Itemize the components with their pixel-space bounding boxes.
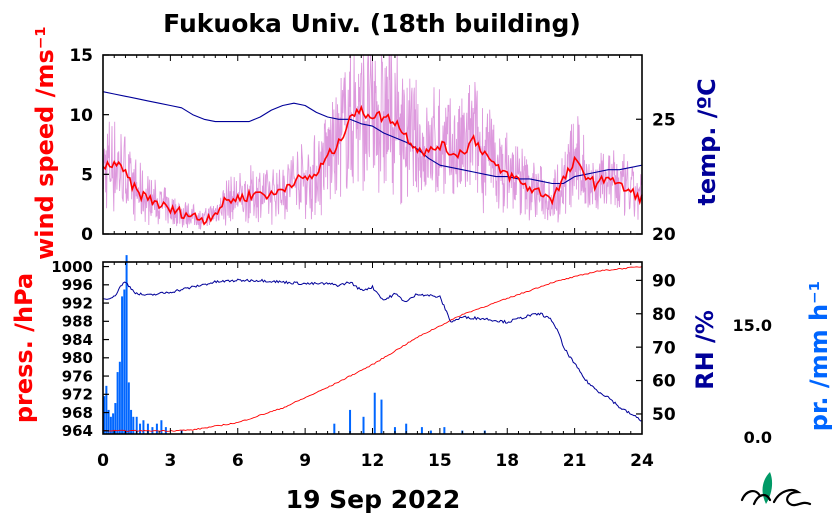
rh-axis-tick-label: 60 [652, 372, 676, 392]
pressure-axis-tick-label: 980 [62, 349, 93, 367]
precip-bar [123, 289, 126, 434]
precip-bar [127, 382, 130, 434]
wind-raw-line [102, 54, 643, 230]
pressure-axis-tick-label: 988 [62, 313, 93, 331]
precip-bar [116, 372, 119, 434]
top-panel: 0 5 10 15 20 25 [69, 46, 676, 245]
pressure-axis-tick-label: 1000 [51, 258, 93, 276]
precip-bar [155, 423, 158, 434]
pressure-line [102, 266, 643, 432]
precip-bar [164, 427, 167, 434]
x-tick-label: 15 [428, 451, 452, 471]
precip-bar [349, 409, 352, 434]
wind-axis-tick-label: 10 [69, 106, 93, 126]
bottom-panel: 1000996992988984980976972968964908070605… [51, 255, 772, 471]
temperature-axis-label: temp. /ºC [693, 78, 721, 205]
temp-axis-tick-label: 25 [652, 110, 676, 130]
precip-bar [135, 416, 138, 434]
pressure-axis-tick-label: 972 [62, 386, 93, 404]
precip-bar [443, 427, 446, 434]
chart-title: Fukuoka Univ. (18th building) [163, 9, 581, 38]
wind-speed-line [102, 104, 643, 226]
precip-bar [146, 423, 149, 434]
rh-axis-tick-label: 80 [652, 305, 676, 325]
wind-axis-tick-label: 0 [81, 225, 93, 245]
precip-bar [125, 255, 128, 434]
pressure-axis-tick-label: 984 [62, 331, 93, 349]
x-tick-label: 0 [97, 451, 109, 471]
x-tick-label: 12 [361, 451, 385, 471]
x-tick-label: 3 [164, 451, 176, 471]
pressure-axis-tick-label: 992 [62, 294, 93, 312]
precip-bar [142, 420, 145, 434]
precip-bar [151, 427, 154, 434]
precip-bar [112, 413, 115, 434]
precip-bar [130, 409, 133, 434]
university-logo [740, 472, 812, 507]
precip-bar [362, 416, 365, 434]
rh-line [102, 278, 643, 422]
wind-speed-axis-label: wind speed /ms⁻¹ [31, 26, 59, 260]
x-tick-label: 18 [495, 451, 519, 471]
precip-bar [393, 427, 396, 434]
pressure-axis-tick-label: 968 [62, 404, 93, 422]
x-tick-label: 21 [563, 451, 587, 471]
precip-tick-label: 15.0 [733, 316, 772, 335]
precip-bar [114, 403, 117, 434]
precip-bar [160, 420, 163, 434]
pressure-axis-tick-label: 976 [62, 367, 93, 385]
precip-bar [132, 416, 135, 434]
rh-axis-tick-label: 50 [652, 405, 676, 425]
precip-bar [429, 430, 432, 434]
logo-swirl-icon [740, 489, 812, 507]
precip-bar [107, 409, 110, 434]
date-label: 19 Sep 2022 [286, 485, 461, 514]
precip-bar [373, 392, 376, 434]
rh-axis-label: RH /% [691, 310, 719, 390]
precip-bar [105, 385, 108, 434]
precipitation-axis-label: pr. /mm h⁻¹ [805, 281, 833, 431]
pressure-axis-label: press. /hPa [10, 273, 38, 423]
precip-bar [103, 396, 106, 434]
precip-bar [420, 427, 423, 434]
precip-bar [333, 423, 336, 434]
temp-axis-tick-label: 20 [652, 225, 676, 245]
precip-bar [121, 296, 124, 434]
temperature-line [102, 91, 643, 185]
precip-bar [109, 416, 112, 434]
x-tick-label: 9 [299, 451, 311, 471]
precip-bar [405, 423, 408, 434]
precip-bar [380, 399, 383, 434]
rh-axis-tick-label: 70 [652, 338, 676, 358]
pressure-axis-tick-label: 964 [62, 422, 93, 440]
rh-axis-tick-label: 90 [652, 271, 676, 291]
wind-axis-tick-label: 5 [81, 165, 93, 185]
precip-bar [118, 361, 121, 434]
x-tick-label: 24 [630, 451, 654, 471]
precip-tick-label: 0.0 [744, 428, 772, 447]
pressure-axis-tick-label: 996 [62, 276, 93, 294]
precip-bar [139, 423, 142, 434]
wind-axis-tick-label: 15 [69, 46, 93, 66]
x-tick-label: 6 [232, 451, 244, 471]
